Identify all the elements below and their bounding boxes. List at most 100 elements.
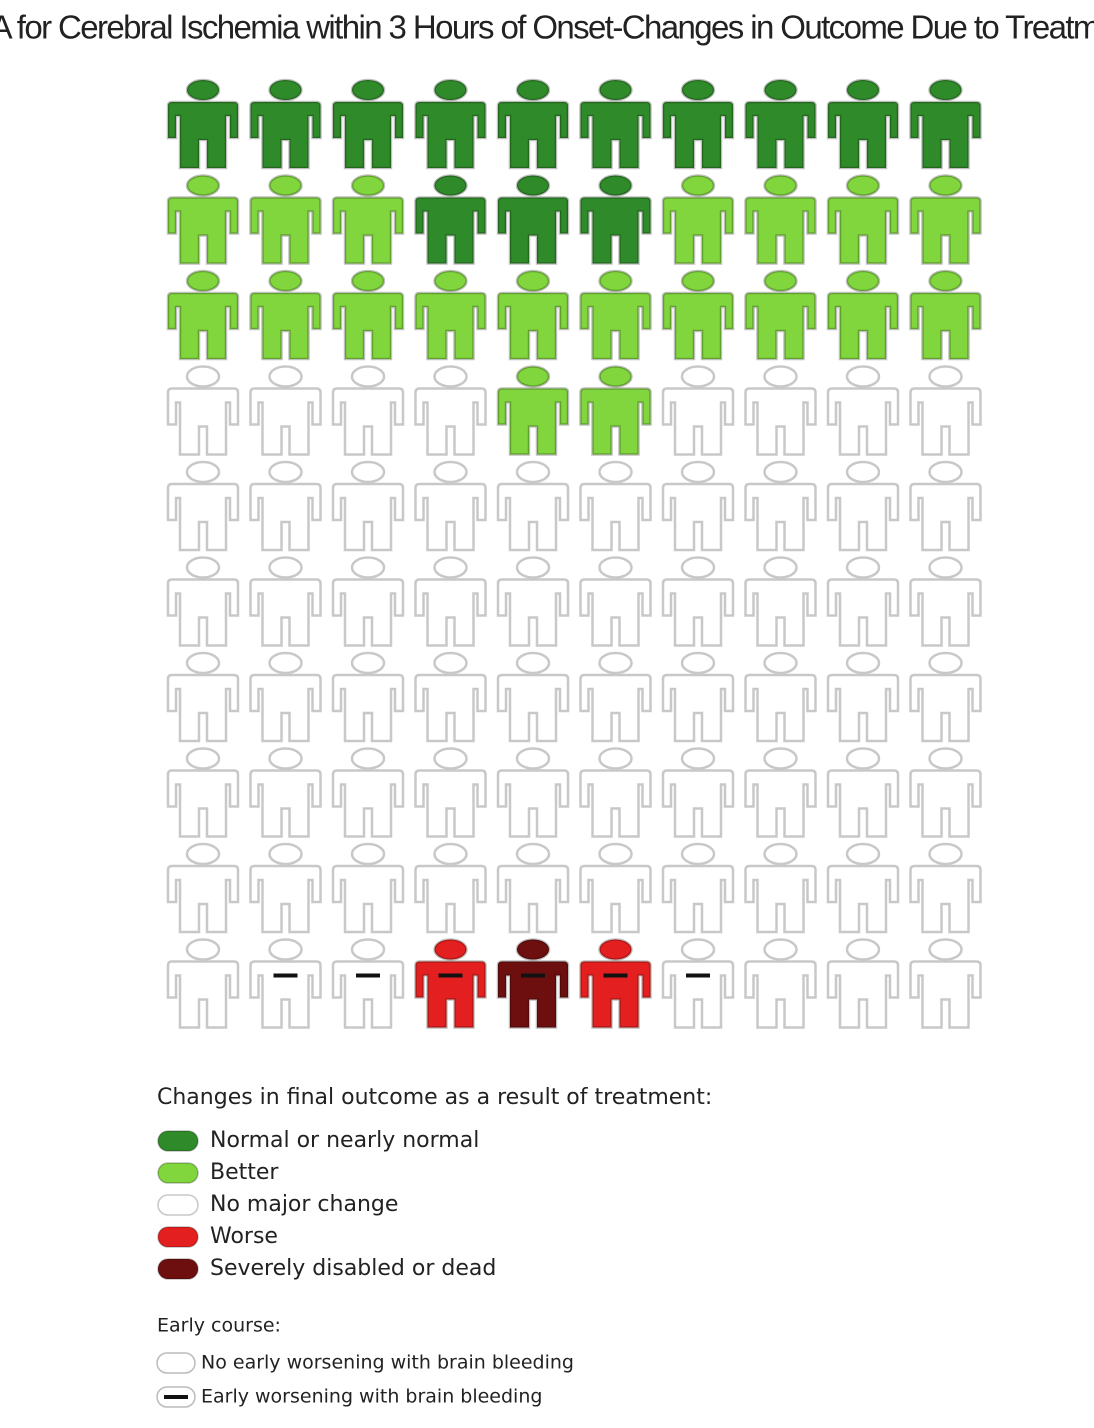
icon-head xyxy=(680,556,716,579)
icon-body xyxy=(744,673,817,743)
person-icon xyxy=(496,556,570,647)
legend-label: Worse xyxy=(210,1224,278,1249)
icon-body xyxy=(826,578,900,647)
person-icon xyxy=(661,842,735,934)
icon-body xyxy=(496,578,570,647)
icon-body xyxy=(661,196,735,265)
person-icon xyxy=(744,365,817,456)
icon-head xyxy=(350,460,386,484)
icon-head xyxy=(350,747,386,770)
icon-head xyxy=(350,842,386,866)
icon-head xyxy=(845,174,881,197)
person-icon xyxy=(744,842,817,934)
icon-head xyxy=(515,556,551,579)
legend-swatch xyxy=(157,1130,199,1152)
icon-body xyxy=(249,673,322,743)
icon-body xyxy=(249,482,322,552)
icon-head xyxy=(928,174,963,197)
icon-body xyxy=(826,769,900,838)
icon-body xyxy=(414,291,487,361)
person-icon xyxy=(579,556,652,647)
person-icon xyxy=(331,842,405,934)
icon-head xyxy=(350,78,386,102)
person-icon xyxy=(909,747,982,838)
icon-body xyxy=(496,769,570,838)
icon-head xyxy=(680,269,716,293)
person-icon xyxy=(909,460,982,552)
icon-body xyxy=(661,578,735,647)
icon-head xyxy=(515,269,551,293)
icon-head xyxy=(515,651,551,675)
icon-body xyxy=(579,387,652,456)
person-icon xyxy=(166,938,240,1029)
person-icon xyxy=(826,938,900,1029)
icon-body xyxy=(661,482,735,552)
icon-head xyxy=(845,747,881,770)
icon-body xyxy=(661,100,735,170)
icon-head xyxy=(845,269,881,293)
icon-head xyxy=(433,556,468,579)
icon-body xyxy=(826,387,900,456)
icon-body xyxy=(661,673,735,743)
person-icon xyxy=(826,747,900,838)
icon-head xyxy=(928,938,963,961)
person-icon xyxy=(414,78,487,170)
icon-body xyxy=(661,291,735,361)
icon-body xyxy=(826,482,900,552)
person-icon xyxy=(496,174,570,265)
icon-head xyxy=(845,651,881,675)
person-icon xyxy=(579,269,652,361)
person-icon xyxy=(166,460,240,552)
icon-head xyxy=(928,747,963,770)
early-course-title: Early course: xyxy=(157,1315,281,1337)
icon-body xyxy=(744,100,817,170)
icon-body xyxy=(249,291,322,361)
icon-body xyxy=(579,578,652,647)
icon-body xyxy=(166,291,240,361)
icon-head xyxy=(598,747,633,770)
icon-head xyxy=(928,556,963,579)
icon-body xyxy=(496,482,570,552)
icon-body xyxy=(496,673,570,743)
person-icon xyxy=(579,747,652,838)
person-icon xyxy=(249,747,322,838)
person-icon xyxy=(331,938,405,1029)
icon-head xyxy=(185,460,221,484)
icon-body xyxy=(331,291,405,361)
person-icon xyxy=(661,556,735,647)
icon-body xyxy=(249,769,322,838)
icon-head xyxy=(763,269,798,293)
icon-head xyxy=(598,938,633,961)
person-icon xyxy=(744,174,817,265)
icon-head xyxy=(433,174,468,197)
icon-head xyxy=(680,365,716,388)
icon-head xyxy=(680,747,716,770)
icon-head xyxy=(350,938,386,961)
person-icon xyxy=(909,269,982,361)
icon-body xyxy=(166,482,240,552)
person-icon xyxy=(166,651,240,743)
icon-body xyxy=(331,100,405,170)
person-icon xyxy=(414,938,487,1029)
icon-head xyxy=(598,556,633,579)
icon-body xyxy=(744,864,817,934)
icon-head xyxy=(928,460,963,484)
person-icon xyxy=(661,938,735,1029)
icon-body xyxy=(496,291,570,361)
person-icon xyxy=(331,556,405,647)
icon-body xyxy=(579,100,652,170)
icon-body xyxy=(166,960,240,1029)
person-icon xyxy=(166,174,240,265)
icon-body xyxy=(414,769,487,838)
legend-swatch xyxy=(157,1258,199,1280)
icon-body xyxy=(826,100,900,170)
icon-body xyxy=(496,960,570,1029)
icon-body xyxy=(331,578,405,647)
icon-head xyxy=(268,842,303,866)
bleeding-dash xyxy=(686,973,710,978)
icon-head xyxy=(598,365,633,388)
person-icon xyxy=(249,174,322,265)
icon-head xyxy=(680,842,716,866)
icon-head xyxy=(763,365,798,388)
icon-head xyxy=(268,269,303,293)
